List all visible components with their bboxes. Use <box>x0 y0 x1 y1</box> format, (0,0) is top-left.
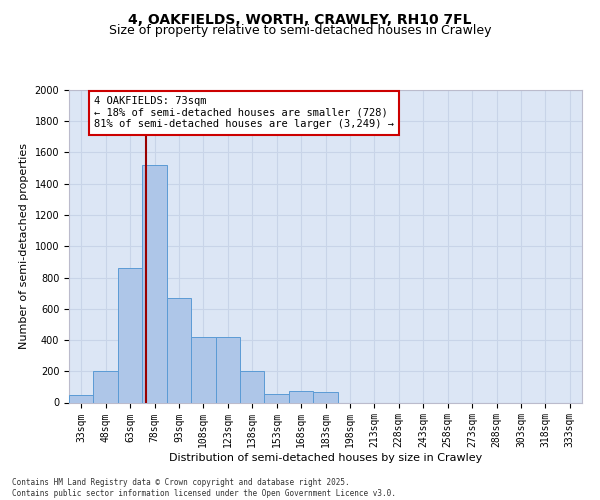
Bar <box>265 394 289 402</box>
Text: 4, OAKFIELDS, WORTH, CRAWLEY, RH10 7FL: 4, OAKFIELDS, WORTH, CRAWLEY, RH10 7FL <box>128 12 472 26</box>
Bar <box>215 337 240 402</box>
Text: Contains HM Land Registry data © Crown copyright and database right 2025.
Contai: Contains HM Land Registry data © Crown c… <box>12 478 396 498</box>
Bar <box>240 371 265 402</box>
Bar <box>191 337 215 402</box>
Bar <box>69 394 94 402</box>
Bar <box>142 165 167 402</box>
Bar <box>167 298 191 403</box>
Bar <box>289 391 313 402</box>
X-axis label: Distribution of semi-detached houses by size in Crawley: Distribution of semi-detached houses by … <box>169 453 482 463</box>
Text: Size of property relative to semi-detached houses in Crawley: Size of property relative to semi-detach… <box>109 24 491 37</box>
Bar <box>118 268 142 402</box>
Y-axis label: Number of semi-detached properties: Number of semi-detached properties <box>19 143 29 349</box>
Bar <box>313 392 338 402</box>
Text: 4 OAKFIELDS: 73sqm
← 18% of semi-detached houses are smaller (728)
81% of semi-d: 4 OAKFIELDS: 73sqm ← 18% of semi-detache… <box>94 96 394 130</box>
Bar <box>94 371 118 402</box>
